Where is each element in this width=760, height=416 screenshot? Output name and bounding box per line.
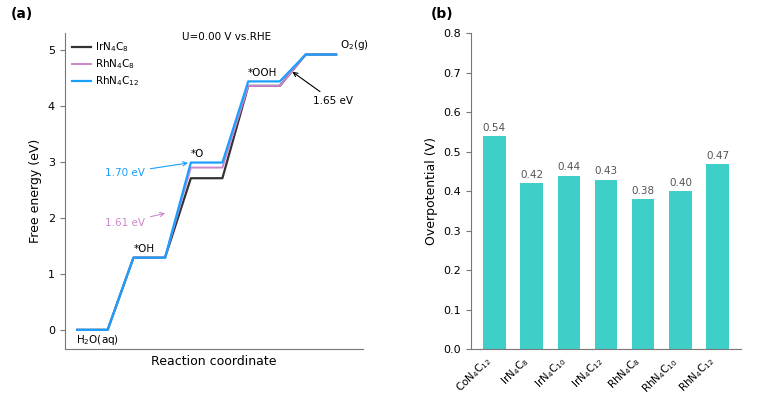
Text: 1.70 eV: 1.70 eV bbox=[105, 162, 187, 178]
Bar bbox=[670, 191, 692, 349]
Text: *OH: *OH bbox=[134, 244, 154, 254]
Text: 0.54: 0.54 bbox=[483, 123, 506, 133]
Y-axis label: Free energy (eV): Free energy (eV) bbox=[29, 139, 43, 243]
Y-axis label: Overpotential (V): Overpotential (V) bbox=[425, 137, 438, 245]
Text: 0.38: 0.38 bbox=[632, 186, 655, 196]
Text: 0.47: 0.47 bbox=[706, 151, 729, 161]
Text: U=0.00 V vs.RHE: U=0.00 V vs.RHE bbox=[182, 32, 271, 42]
Bar bbox=[595, 179, 617, 349]
Text: *O: *O bbox=[191, 149, 204, 159]
Text: 0.42: 0.42 bbox=[520, 170, 543, 180]
Text: 0.43: 0.43 bbox=[594, 166, 618, 176]
Legend: IrN$_4$C$_8$, RhN$_4$C$_8$, RhN$_4$C$_{12}$: IrN$_4$C$_8$, RhN$_4$C$_8$, RhN$_4$C$_{1… bbox=[70, 39, 141, 90]
Text: 1.61 eV: 1.61 eV bbox=[105, 213, 164, 228]
Text: O$_2$(g): O$_2$(g) bbox=[340, 38, 369, 52]
X-axis label: Reaction coordinate: Reaction coordinate bbox=[151, 355, 277, 368]
Bar bbox=[706, 163, 729, 349]
Bar bbox=[521, 183, 543, 349]
Text: *OOH: *OOH bbox=[249, 68, 277, 78]
Text: 0.40: 0.40 bbox=[669, 178, 692, 188]
Text: (b): (b) bbox=[430, 7, 453, 21]
Text: H$_2$O(aq): H$_2$O(aq) bbox=[76, 333, 119, 347]
Text: 1.65 eV: 1.65 eV bbox=[293, 72, 353, 106]
Text: 0.44: 0.44 bbox=[557, 162, 581, 172]
Bar bbox=[558, 176, 580, 349]
Bar bbox=[632, 199, 654, 349]
Text: (a): (a) bbox=[11, 7, 33, 21]
Bar bbox=[483, 136, 505, 349]
